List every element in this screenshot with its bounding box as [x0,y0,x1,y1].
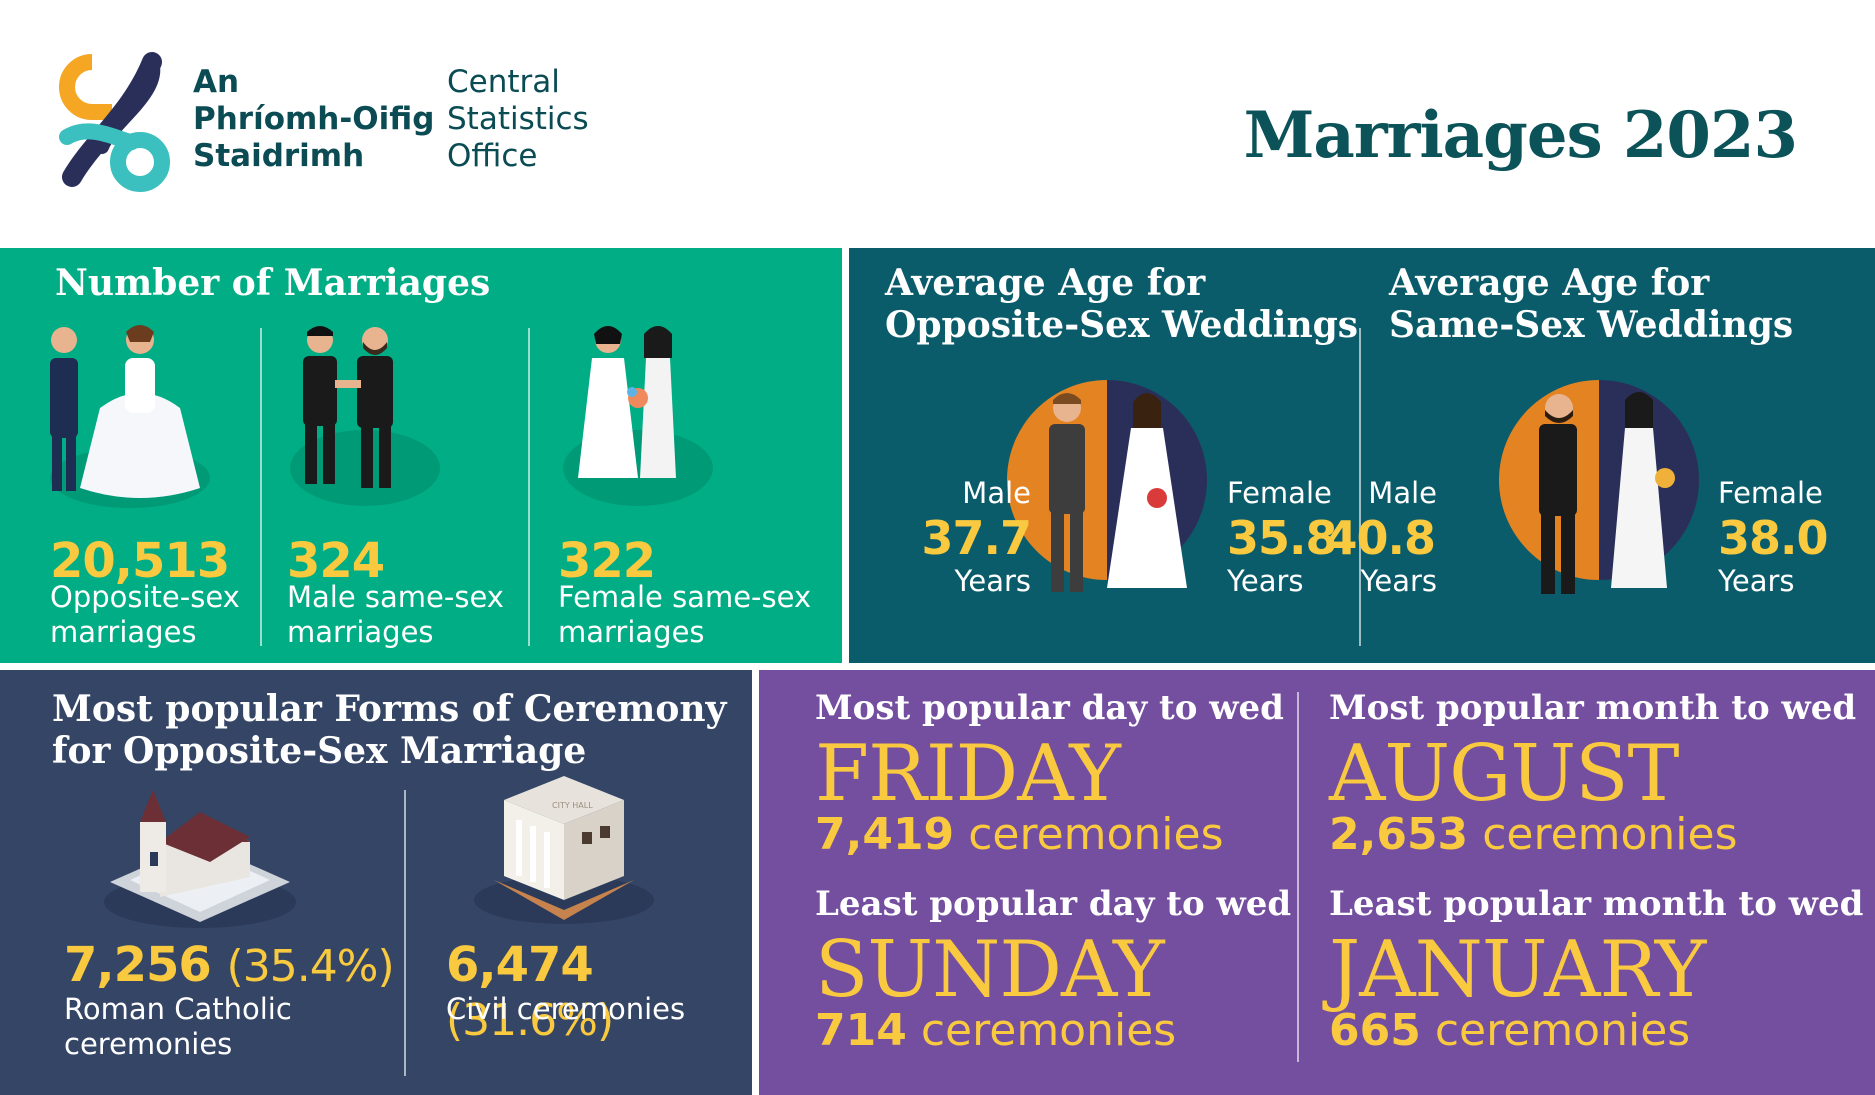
age-opposite-heading: Average Age for Opposite-Sex Weddings [885,262,1359,346]
civil-count: 6,474 (31.6%) [446,937,614,1046]
day-least-title: Least popular day to wed [815,884,1292,924]
opposite-sex-label: Opposite-sex marriages [50,580,240,649]
average-age-panel: Average Age for Opposite-Sex Weddings Av… [849,248,1875,663]
month-most-count: 2,653 ceremonies [1329,809,1738,860]
marriages-heading: Number of Marriages [55,262,491,304]
logo-english-name: Central Statistics Office [447,64,589,174]
same-male-unit: Years [1360,564,1437,598]
month-most-title: Most popular month to wed [1329,688,1857,728]
church-icon [100,782,300,932]
same-male-age: 40.8 [1325,511,1437,565]
opposite-female-age: 35.8 [1227,511,1337,565]
opposite-male-label: Male [962,476,1031,510]
same-sex-age-icon [1489,378,1709,618]
bride-groom-age-icon [997,378,1217,618]
day-most-count: 7,419 ceremonies [815,809,1224,860]
civil-label: Civil ceremonies [446,992,686,1026]
ceremony-forms-panel: Most popular Forms of Ceremony for Oppos… [0,670,752,1095]
opposite-sex-count: 20,513 [50,533,230,589]
roman-catholic-count: 7,256 (35.4%) [64,937,395,993]
female-same-sex-count: 322 [558,533,656,589]
male-same-sex-label: Male same-sex marriages [287,580,504,649]
age-same-heading: Average Age for Same-Sex Weddings [1389,262,1794,346]
city-hall-icon: CITY HALL [464,770,664,930]
opposite-male-age: 37.7 [921,511,1033,565]
same-female-label: Female [1718,476,1823,510]
day-least-value: SUNDAY [815,925,1165,1015]
logo-irish-name: An Phríomh-Oifig Staidrimh [193,64,435,174]
day-most-value: FRIDAY [815,729,1121,819]
two-brides-icon [548,318,728,518]
roman-catholic-label: Roman Catholic ceremonies [64,992,292,1061]
month-least-count: 665 ceremonies [1329,1005,1691,1056]
opposite-female-unit: Years [1227,564,1304,598]
opposite-female-label: Female [1227,476,1332,510]
number-of-marriages-panel: Number of Marriages 20,513 Opposite-sex … [0,248,842,663]
same-female-age: 38.0 [1718,511,1828,565]
male-same-sex-count: 324 [287,533,385,589]
two-grooms-icon [275,318,455,518]
opposite-male-unit: Years [954,564,1031,598]
female-same-sex-label: Female same-sex marriages [558,580,812,649]
popular-day-month-panel: Most popular day to wed FRIDAY 7,419 cer… [759,670,1875,1095]
city-hall-sign: CITY HALL [552,801,593,810]
month-most-value: AUGUST [1329,729,1680,819]
same-male-label-visible: Male [1368,476,1437,510]
same-female-unit: Years [1718,564,1795,598]
bride-groom-icon [40,318,220,518]
day-most-title: Most popular day to wed [815,688,1284,728]
month-least-value: JANUARY [1329,925,1706,1015]
cso-logo-mark-icon [52,52,172,192]
day-least-count: 714 ceremonies [815,1005,1177,1056]
page-title: Marriages 2023 [1243,98,1798,173]
month-least-title: Least popular month to wed [1329,884,1864,924]
ceremony-heading: Most popular Forms of Ceremony for Oppos… [52,688,727,772]
